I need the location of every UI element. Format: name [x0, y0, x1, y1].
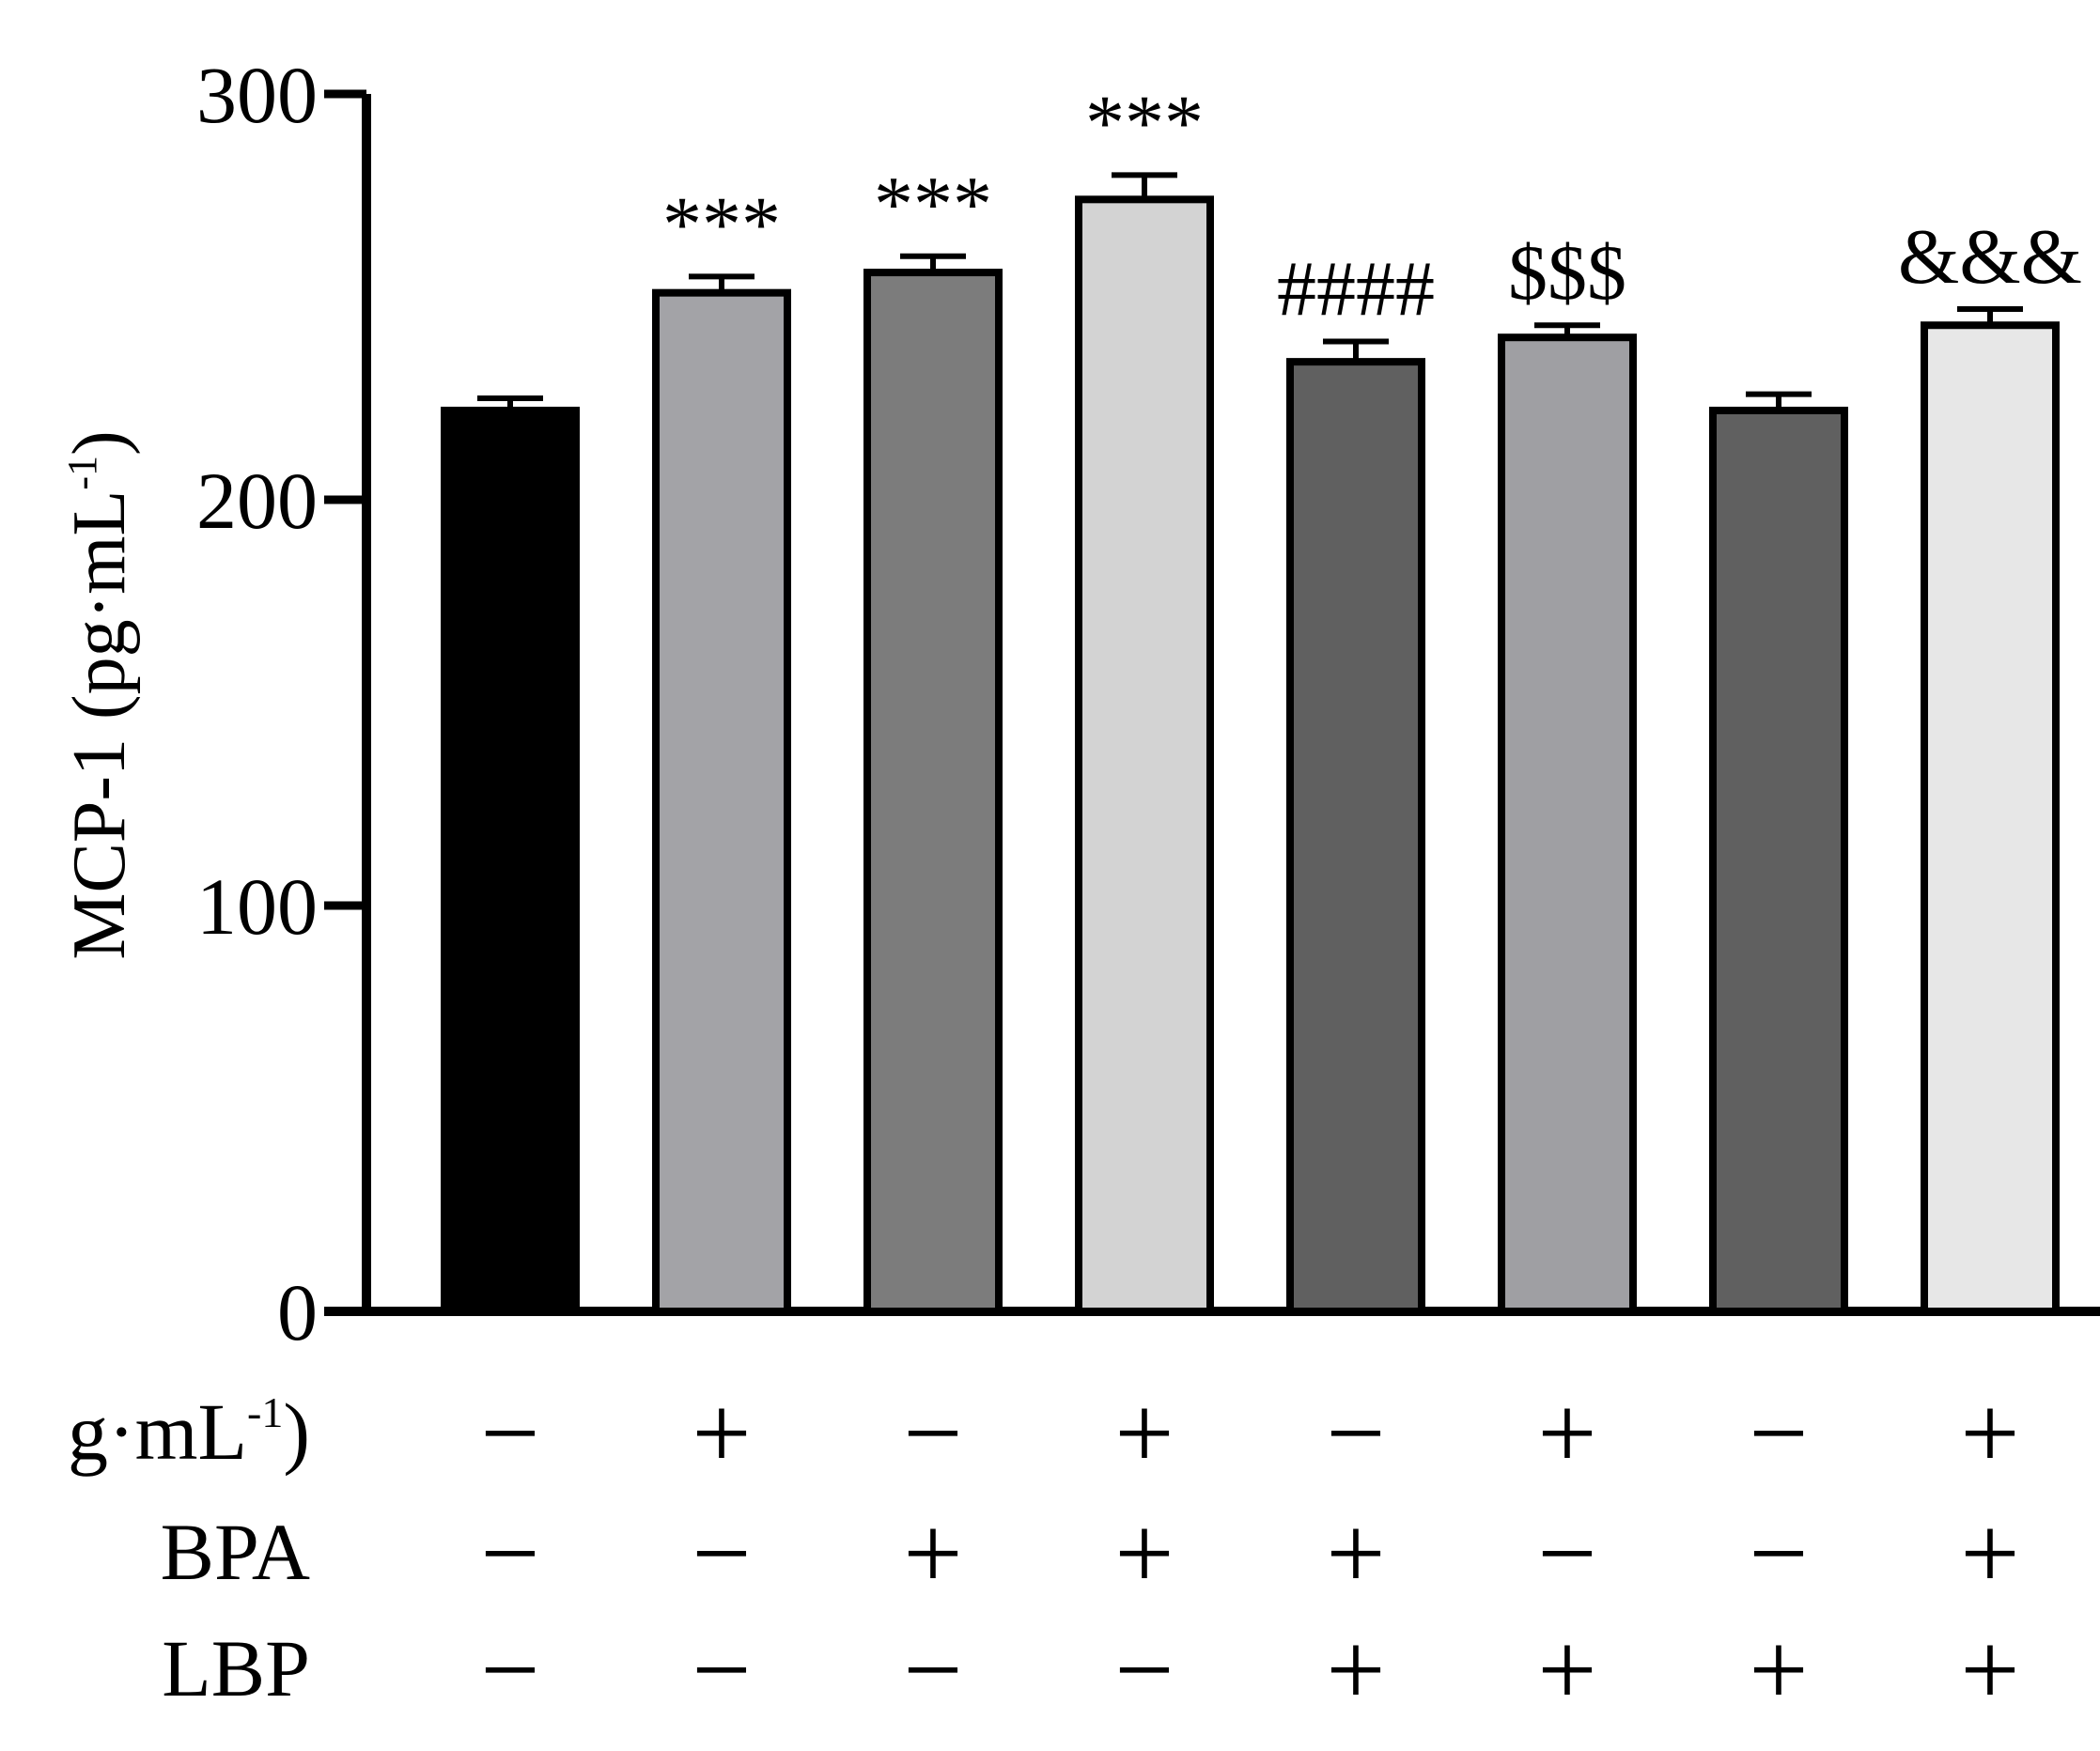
significance-mark-8: &&&: [1898, 213, 2082, 301]
treatment-sign-r1-c3: −: [903, 1375, 962, 1492]
label-layer: g·mL-1) − + − + − + − +BPA − − + + + − − +LBP − − − − + + + +: [68, 1375, 2020, 1728]
treatment-sign-r3-c3: −: [903, 1612, 962, 1728]
treatment-sign-r1-c7: −: [1749, 1375, 1808, 1492]
treatment-sign-r3-c5: +: [1326, 1612, 1385, 1728]
treatment-row-label-text: BPA: [161, 1507, 310, 1597]
y-axis-label-close: ): [58, 430, 141, 456]
treatment-sign-r2-c7: −: [1749, 1495, 1808, 1612]
significance-mark-4: ***: [1085, 79, 1204, 166]
y-tick-label-300: 300: [196, 50, 318, 140]
treatment-sign-r2-c4: +: [1114, 1495, 1174, 1612]
treatment-sign-r2-c5: +: [1326, 1495, 1385, 1612]
treatment-row-label-3: LBP: [162, 1623, 310, 1713]
bar-6: [1498, 333, 1637, 1316]
bar-4: [1075, 195, 1214, 1316]
y-tick-label-0: 0: [277, 1267, 318, 1357]
bar-1: [441, 406, 580, 1315]
treatment-sign-r1-c6: +: [1537, 1375, 1596, 1492]
y-axis-label: MCP-1 (pg·mL-1): [58, 430, 141, 959]
bar-2: [652, 288, 791, 1315]
treatment-sign-r2-c3: +: [903, 1495, 962, 1612]
treatment-sign-r3-c1: −: [480, 1612, 539, 1728]
significance-mark-5: ####: [1277, 246, 1435, 333]
treatment-row-label-superscript: -1: [247, 1388, 283, 1436]
treatment-row-label-text: LBP: [162, 1623, 310, 1713]
treatment-sign-r2-c8: +: [1960, 1495, 2019, 1612]
significance-mark-3: ***: [874, 161, 992, 248]
treatment-sign-r3-c4: −: [1114, 1612, 1174, 1728]
treatment-row-label-close: ): [283, 1387, 310, 1477]
treatment-sign-r1-c8: +: [1960, 1375, 2019, 1492]
bar-3: [863, 269, 1003, 1316]
y-axis-label-superscript: -1: [59, 456, 105, 490]
treatment-sign-r3-c6: +: [1537, 1612, 1596, 1728]
significance-mark-2: ***: [662, 180, 781, 268]
treatment-row-label-1: g·mL-1): [68, 1387, 310, 1477]
treatment-sign-r2-c1: −: [480, 1495, 539, 1612]
treatment-row-label-2: BPA: [161, 1507, 310, 1597]
bar-8: [1921, 321, 2060, 1315]
axis-layer: 0 100 200 300 MCP-1 (pg·mL-1): [58, 50, 2100, 1357]
treatment-sign-r3-c2: −: [692, 1612, 751, 1728]
treatment-sign-r1-c1: −: [480, 1375, 539, 1492]
treatment-sign-r1-c4: +: [1114, 1375, 1174, 1492]
treatment-sign-r1-c5: −: [1326, 1375, 1385, 1492]
y-tick-label-200: 200: [196, 456, 318, 546]
bar-layer: *** *** *** #### $$$ &&&: [441, 79, 2082, 1316]
treatment-row-label-text: g·mL: [68, 1387, 247, 1477]
significance-mark-6: $$$: [1508, 229, 1626, 317]
treatment-sign-r2-c2: −: [692, 1495, 751, 1612]
treatment-sign-r3-c8: +: [1960, 1612, 2019, 1728]
y-tick-label-100: 100: [196, 861, 318, 952]
bar-7: [1709, 406, 1848, 1315]
bar-5: [1286, 358, 1425, 1315]
y-axis-label-main: MCP-1 (pg·mL: [58, 490, 141, 960]
treatment-sign-r1-c2: +: [692, 1375, 751, 1492]
treatment-sign-r3-c7: +: [1749, 1612, 1808, 1728]
treatment-sign-r2-c6: −: [1537, 1495, 1596, 1612]
